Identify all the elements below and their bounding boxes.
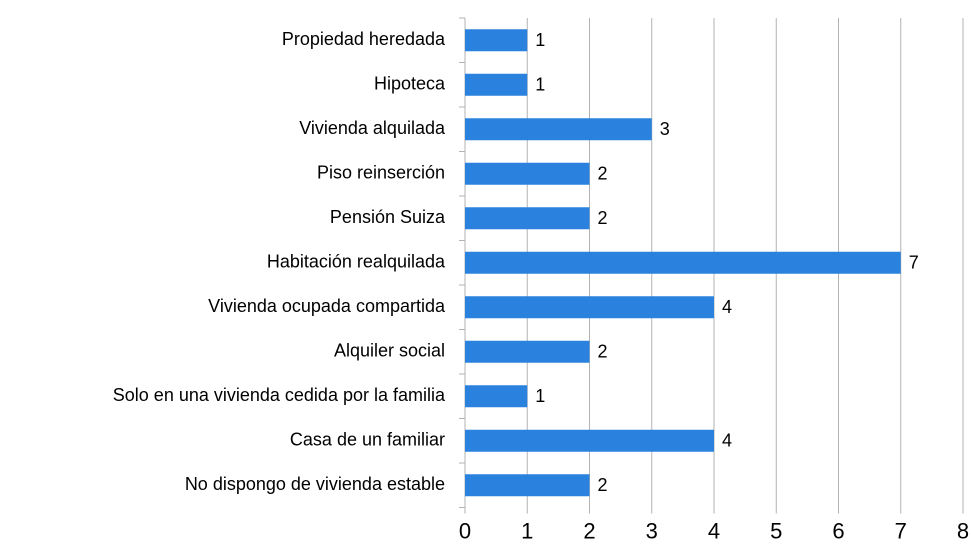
- bar: [465, 118, 652, 141]
- bar: [465, 29, 528, 52]
- y-tick-label: No dispongo de vivienda estable: [185, 474, 445, 494]
- bar: [465, 385, 528, 408]
- bar: [465, 340, 590, 363]
- y-tick-label: Piso reinserción: [317, 163, 445, 183]
- x-tick-label: 6: [832, 518, 844, 543]
- data-label: 4: [722, 431, 732, 451]
- data-label: 7: [909, 253, 919, 273]
- y-tick-label: Vivienda ocupada compartida: [208, 296, 446, 316]
- data-label: 1: [535, 386, 545, 406]
- bar: [465, 296, 714, 319]
- bar: [465, 73, 528, 96]
- data-label: 2: [598, 475, 608, 495]
- y-tick-label: Casa de un familiar: [290, 430, 445, 450]
- y-tick-label: Habitación realquilada: [267, 252, 446, 272]
- data-label: 1: [535, 30, 545, 50]
- x-tick-label: 2: [583, 518, 595, 543]
- x-tick-label: 5: [770, 518, 782, 543]
- x-tick-label: 8: [957, 518, 969, 543]
- bar: [465, 251, 901, 274]
- data-label: 3: [660, 119, 670, 139]
- y-tick-label: Alquiler social: [334, 341, 445, 361]
- y-tick-label: Propiedad heredada: [282, 29, 446, 49]
- y-tick-label: Vivienda alquilada: [299, 118, 446, 138]
- data-label: 2: [598, 208, 608, 228]
- y-tick-label: Pensión Suiza: [330, 207, 446, 227]
- y-tick-label: Solo en una vivienda cedida por la famil…: [113, 385, 446, 405]
- x-tick-label: 7: [895, 518, 907, 543]
- data-label: 2: [598, 164, 608, 184]
- data-label: 4: [722, 297, 732, 317]
- x-tick-label: 3: [646, 518, 658, 543]
- bar: [465, 429, 714, 452]
- y-tick-label: Hipoteca: [374, 74, 446, 94]
- bar: [465, 474, 590, 497]
- x-tick-label: 0: [459, 518, 471, 543]
- data-label: 2: [598, 342, 608, 362]
- x-tick-label: 4: [708, 518, 720, 543]
- bar: [465, 207, 590, 230]
- x-tick-label: 1: [521, 518, 533, 543]
- data-label: 1: [535, 75, 545, 95]
- bar: [465, 162, 590, 185]
